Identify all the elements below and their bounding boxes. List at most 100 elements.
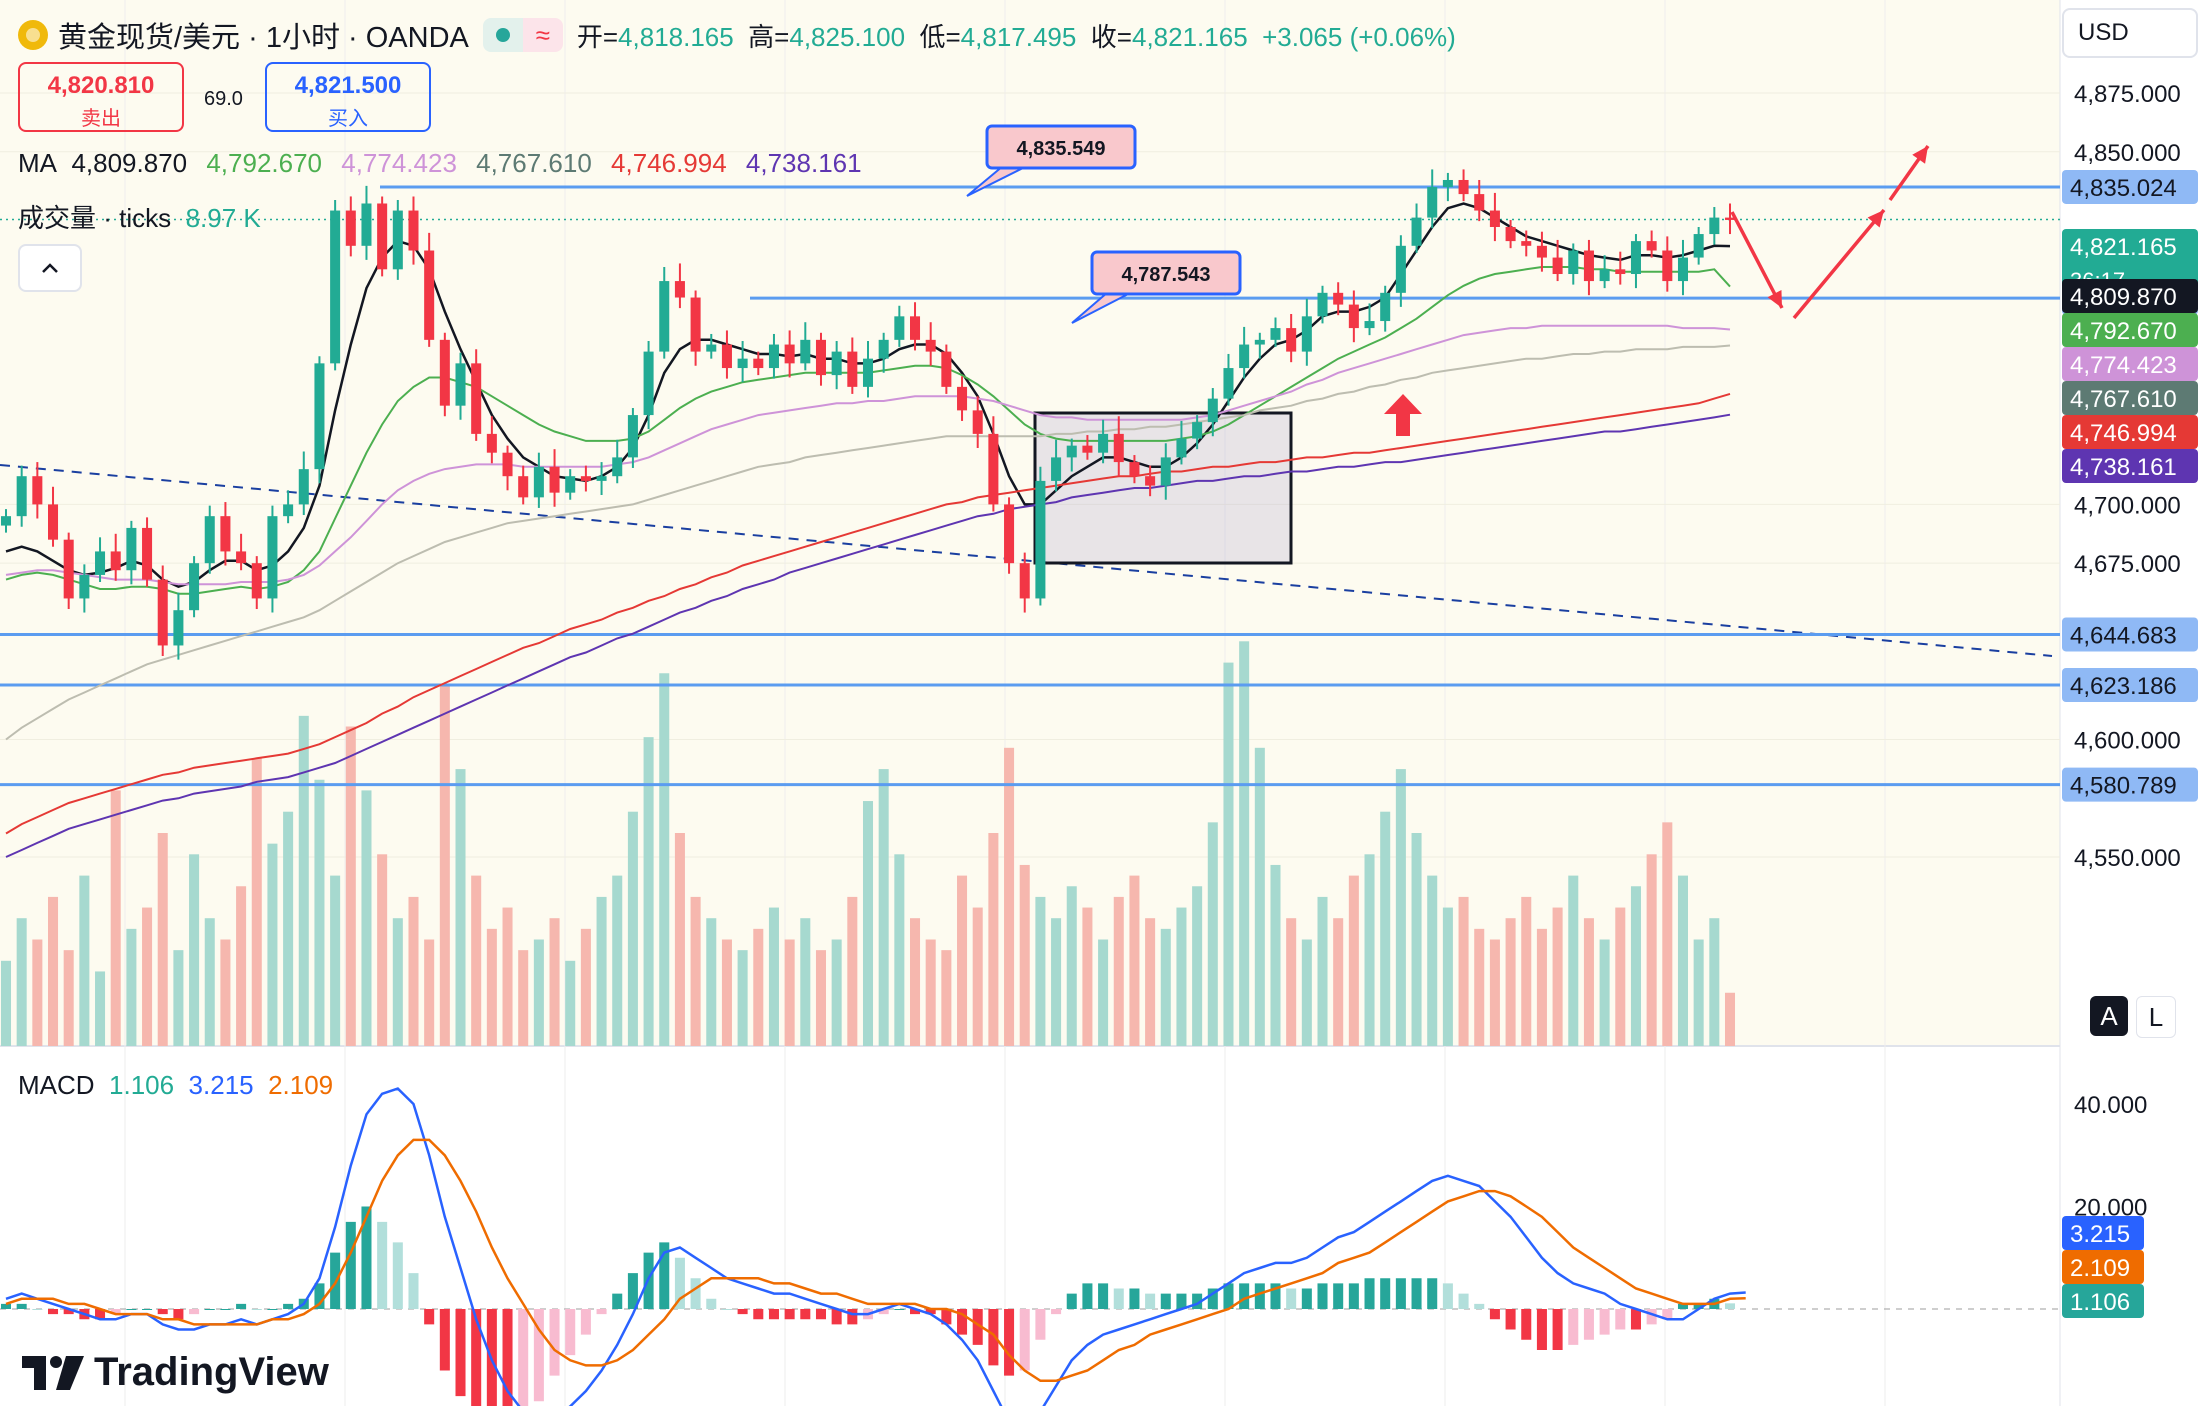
- candle-body: [486, 433, 497, 453]
- candle-body: [361, 203, 372, 246]
- log-scale-button[interactable]: L: [2136, 996, 2176, 1038]
- callout-box: [985, 124, 1137, 170]
- macd-histogram-bar: [612, 1293, 623, 1309]
- sell-button[interactable]: 4,820.810 卖出: [18, 62, 184, 132]
- volume-legend[interactable]: 成交量 · ticks 8.97 K: [18, 198, 261, 235]
- market-status[interactable]: ≈: [482, 18, 563, 52]
- buy-label: 买入: [328, 108, 368, 130]
- consolidation-box: [1033, 411, 1293, 565]
- volume-bar: [1380, 811, 1391, 1046]
- volume-bar: [596, 896, 607, 1046]
- collapse-legend-button[interactable]: [18, 244, 82, 292]
- volume-bar: [1160, 928, 1171, 1046]
- level-tag: [2062, 617, 2198, 652]
- volume-bar: [204, 918, 215, 1046]
- candle-body: [1192, 422, 1203, 439]
- candle-body: [330, 210, 341, 364]
- volume-bar: [1583, 918, 1594, 1046]
- volume-bar: [1317, 896, 1328, 1046]
- macd-legend[interactable]: MACD 1.106 3.215 2.109: [18, 1070, 333, 1101]
- candle-body: [251, 563, 262, 599]
- macd-histogram-bar: [502, 1309, 513, 1406]
- macd-histogram-bar: [1333, 1283, 1344, 1309]
- macd-histogram-bar: [706, 1298, 717, 1309]
- volume-bar: [925, 939, 936, 1046]
- candle-body: [659, 281, 670, 352]
- macd-histogram-bar: [471, 1309, 482, 1406]
- volume-bar: [314, 779, 325, 1046]
- macd-histogram-bar: [800, 1309, 811, 1320]
- macd-histogram-bar: [1489, 1309, 1500, 1320]
- low-label: 低=: [919, 21, 961, 52]
- open-label: 开=: [576, 21, 619, 52]
- candle-body: [1489, 210, 1500, 228]
- macd-histogram-bar: [1098, 1283, 1109, 1309]
- candle-body: [1004, 504, 1015, 564]
- ma-legend-value: 4,767.610: [476, 148, 600, 178]
- volume-bar: [408, 896, 419, 1046]
- macd-histogram-bar: [1380, 1278, 1391, 1309]
- candle-body: [345, 210, 356, 246]
- candle-body: [1709, 217, 1720, 235]
- macd-histogram-bar: [408, 1273, 419, 1309]
- volume-bar: [659, 673, 670, 1046]
- macd-histogram-bar: [580, 1309, 591, 1335]
- candle-body: [784, 344, 795, 364]
- buy-button[interactable]: 4,821.500 买入: [265, 62, 431, 132]
- macd-histogram-bar: [1082, 1283, 1093, 1309]
- macd-histogram-bar: [220, 1309, 231, 1310]
- auto-scale-button[interactable]: A: [2090, 996, 2128, 1036]
- candle-body: [220, 516, 231, 552]
- brand-name: TradingView: [94, 1350, 329, 1394]
- volume-bar: [1395, 769, 1406, 1046]
- volume-bar: [862, 801, 874, 1046]
- volume-bar: [377, 854, 388, 1046]
- volume-bar: [1505, 918, 1516, 1046]
- candle-body: [894, 316, 905, 340]
- candle-body: [189, 563, 200, 611]
- callout-label: 4,835.549: [1017, 138, 1106, 160]
- macd-histogram-bar: [1724, 1303, 1736, 1309]
- macd-label: MACD: [18, 1070, 95, 1100]
- volume-bar: [1176, 907, 1187, 1046]
- volume-bar: [330, 875, 341, 1046]
- candle-body: [157, 579, 168, 646]
- macd-histogram-bar: [157, 1309, 168, 1315]
- volume-bar: [48, 896, 59, 1046]
- tradingview-logo[interactable]: TradingView: [22, 1350, 329, 1395]
- trend-line-dashed: [0, 464, 2053, 657]
- candle-body: [1458, 179, 1469, 195]
- price-tag-label: 4,821.165: [2070, 234, 2177, 261]
- volume-bar: [941, 950, 952, 1046]
- arrow-up-projection: [1888, 144, 1930, 202]
- volume-bar: [1677, 875, 1688, 1046]
- macd-histogram-bar: [847, 1309, 858, 1325]
- macd-histogram-bar: [925, 1309, 936, 1315]
- macd-histogram-bar: [1004, 1309, 1015, 1376]
- candle-body: [706, 344, 717, 352]
- symbol-title[interactable]: 黄金现货/美元 · 1小时 · OANDA: [58, 22, 469, 54]
- volume-bar: [267, 843, 278, 1046]
- arrow-shaft: [1730, 211, 1784, 309]
- macd-histogram-bar: [721, 1309, 732, 1310]
- ma-legend[interactable]: MA 4,809.870 4,792.670 4,774.423 4,767.6…: [18, 148, 874, 179]
- candle-body: [627, 415, 638, 458]
- candle-body: [377, 203, 388, 270]
- candle-body: [1051, 457, 1062, 481]
- macd-histogram-bar: [439, 1309, 450, 1371]
- macd-histogram-bar: [768, 1309, 779, 1320]
- volume-bar: [533, 939, 544, 1046]
- candle-body: [1380, 292, 1391, 322]
- volume-bar: [768, 907, 779, 1046]
- macd-line-value: 3.215: [188, 1070, 254, 1100]
- candle-body: [1552, 257, 1563, 275]
- macd-histogram-bar: [1176, 1293, 1187, 1309]
- macd-histogram-bar: [1442, 1283, 1453, 1309]
- currency-select[interactable]: USD: [2062, 8, 2198, 58]
- macd-histogram-bar: [674, 1257, 685, 1309]
- macd-histogram-bar: [0, 1303, 12, 1309]
- candle-body: [596, 476, 607, 481]
- candle-body: [173, 610, 184, 646]
- macd-histogram-bar: [831, 1309, 842, 1325]
